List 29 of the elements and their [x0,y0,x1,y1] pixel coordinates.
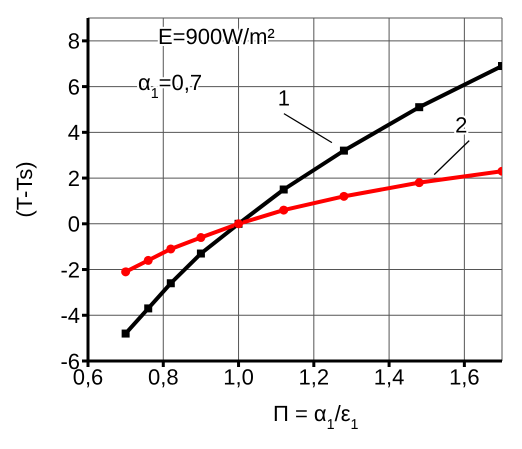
y-tick-label: 0 [68,212,80,237]
x-tick-label: 1,4 [374,364,404,390]
x-tick-label: 1,6 [449,364,480,390]
point [122,330,130,338]
point [279,206,288,215]
y-tick-label: 2 [68,166,80,191]
point [280,186,288,194]
y-tick-label: 8 [68,28,80,54]
point [144,256,153,265]
point [166,279,175,288]
x-tick-label: 1,0 [223,364,254,390]
point [144,304,152,312]
point [196,233,206,242]
y-tick-label: -4 [60,303,80,328]
x-tick-label: 0,8 [148,364,179,390]
point [415,103,424,112]
point [121,267,130,276]
y-tick-label: 4 [68,120,80,146]
y-tick-label: -2 [60,257,80,282]
point [166,244,176,254]
y-axis-title: (T-Ts) [12,161,37,218]
point [196,250,205,258]
x-axis-title: Π = α$_{1}$/ε$_{1}$ [272,401,359,433]
y-tick-label: 6 [68,74,80,100]
point [414,178,424,188]
point [340,146,348,155]
point [339,192,348,201]
text: 1 [278,86,290,111]
x-tick-label: 1,2 [298,364,330,390]
